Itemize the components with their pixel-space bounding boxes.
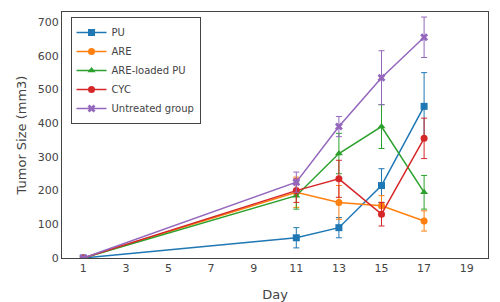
svg-text:5: 5: [165, 262, 172, 275]
svg-text:1: 1: [80, 262, 87, 275]
svg-text:9: 9: [250, 262, 257, 275]
svg-text:19: 19: [460, 262, 474, 275]
svg-text:Tumor Size (mm3): Tumor Size (mm3): [14, 76, 29, 196]
svg-text:7: 7: [208, 262, 215, 275]
svg-text:CYC: CYC: [112, 84, 131, 95]
svg-text:Day: Day: [262, 287, 288, 302]
svg-text:200: 200: [38, 184, 59, 197]
svg-text:300: 300: [38, 151, 59, 164]
svg-text:11: 11: [289, 262, 303, 275]
svg-text:Untreated group: Untreated group: [112, 103, 194, 114]
svg-text:100: 100: [38, 218, 59, 231]
svg-text:PU: PU: [112, 27, 125, 38]
svg-text:ARE: ARE: [112, 46, 132, 57]
svg-text:400: 400: [38, 117, 59, 130]
svg-text:500: 500: [38, 83, 59, 96]
svg-text:3: 3: [122, 262, 129, 275]
svg-text:13: 13: [332, 262, 346, 275]
svg-text:0: 0: [52, 252, 59, 265]
svg-text:15: 15: [375, 262, 389, 275]
svg-text:700: 700: [38, 16, 59, 29]
svg-text:ARE-loaded PU: ARE-loaded PU: [112, 65, 186, 76]
svg-text:17: 17: [417, 262, 431, 275]
svg-text:600: 600: [38, 50, 59, 63]
